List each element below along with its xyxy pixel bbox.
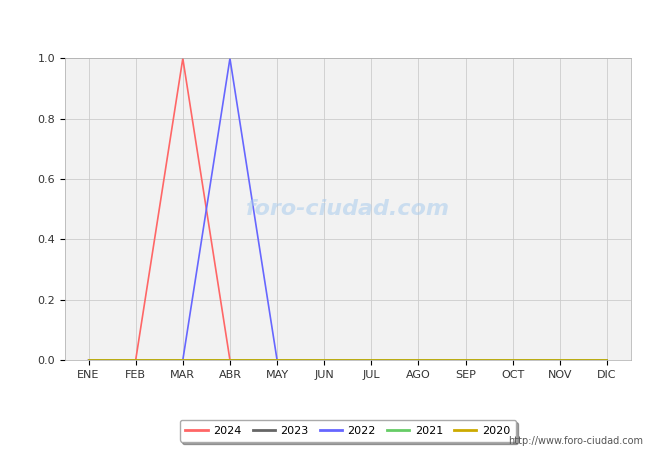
Legend: 2024, 2023, 2022, 2021, 2020: 2024, 2023, 2022, 2021, 2020 (180, 420, 515, 442)
Text: Matriculaciones de Vehiculos en Pinilla de Jadraque: Matriculaciones de Vehiculos en Pinilla … (118, 14, 543, 33)
Text: foro-ciudad.com: foro-ciudad.com (246, 199, 450, 219)
Text: http://www.foro-ciudad.com: http://www.foro-ciudad.com (508, 436, 644, 446)
